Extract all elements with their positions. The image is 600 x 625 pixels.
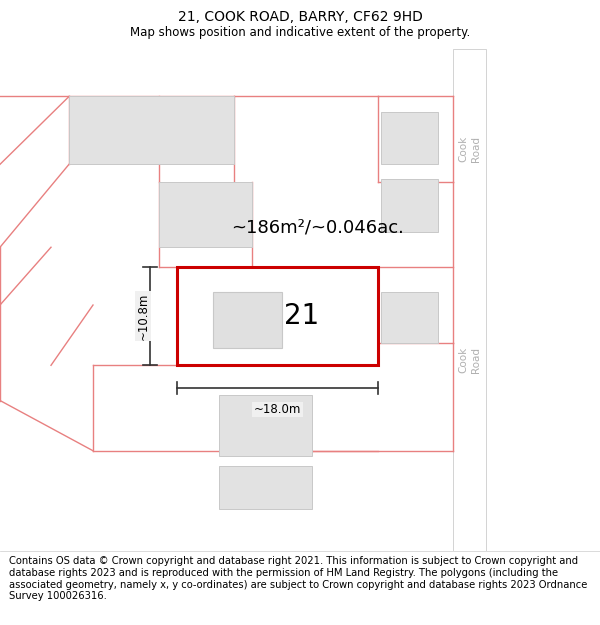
Text: ~18.0m: ~18.0m [254,403,301,416]
Text: Cook
Road: Cook Road [458,136,481,162]
Text: ~10.8m: ~10.8m [136,292,149,340]
Text: 21: 21 [284,302,319,331]
Bar [159,182,252,248]
Text: Map shows position and indicative extent of the property.: Map shows position and indicative extent… [130,26,470,39]
Bar [381,292,438,342]
Bar [381,179,438,232]
Bar [453,49,486,551]
Text: 21, COOK ROAD, BARRY, CF62 9HD: 21, COOK ROAD, BARRY, CF62 9HD [178,10,422,24]
Bar [213,292,282,348]
Bar [381,111,438,164]
Bar [219,466,312,509]
Text: ~186m²/~0.046ac.: ~186m²/~0.046ac. [231,218,404,236]
Bar [69,96,234,164]
Bar [177,268,378,366]
Text: Contains OS data © Crown copyright and database right 2021. This information is : Contains OS data © Crown copyright and d… [9,556,587,601]
Bar [219,396,312,456]
Text: Cook
Road: Cook Road [458,347,481,373]
